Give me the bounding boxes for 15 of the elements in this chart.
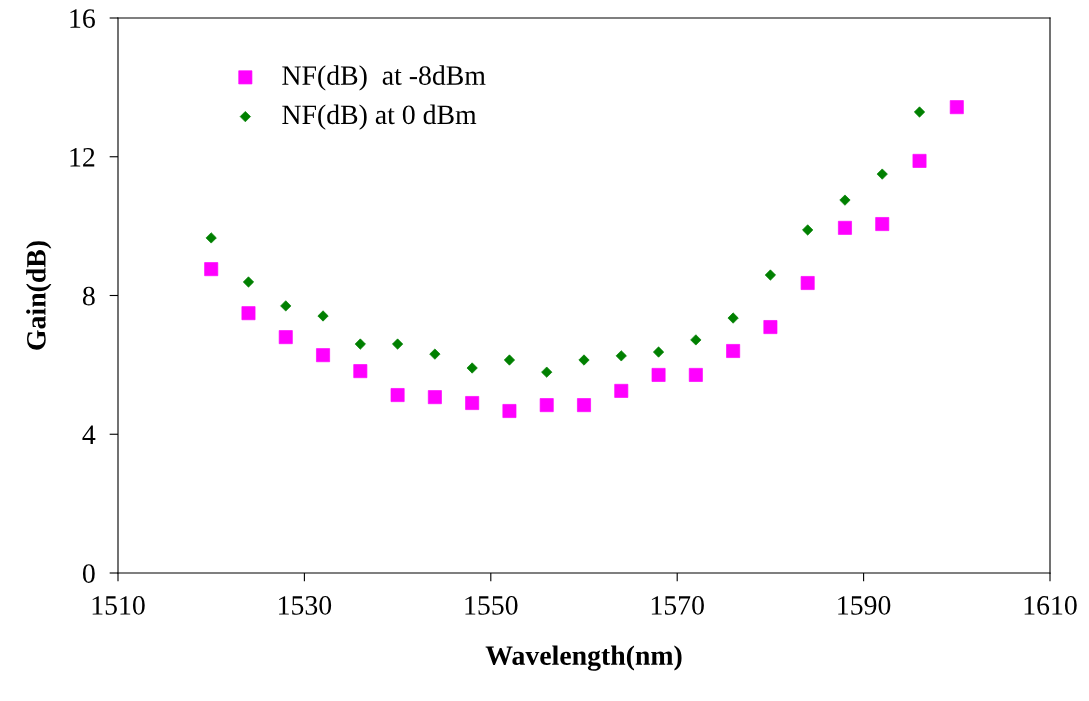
legend-label: NF(dB) at 0 dBm xyxy=(282,104,477,130)
y-tick-label: 8 xyxy=(82,286,95,306)
x-tick-label: 1590 xyxy=(838,596,891,615)
y-tick-label: 16 xyxy=(70,9,95,28)
x-tick-label: 1570 xyxy=(651,596,704,615)
x-tick-label: 1610 xyxy=(1024,596,1077,615)
x-axis-title: Wavelength(nm) xyxy=(485,645,682,671)
x-tick-label: 1530 xyxy=(279,596,332,615)
x-tick-label: 1510 xyxy=(92,596,145,615)
x-tick-label: 1550 xyxy=(465,596,518,615)
y-tick-label: 0 xyxy=(82,564,95,583)
y-tick-label: 12 xyxy=(70,147,95,167)
y-axis-title: Gain(dB) xyxy=(26,241,52,350)
y-tick-label: 4 xyxy=(82,425,96,444)
legend-label: NF(dB) at -8dBm xyxy=(282,65,486,91)
